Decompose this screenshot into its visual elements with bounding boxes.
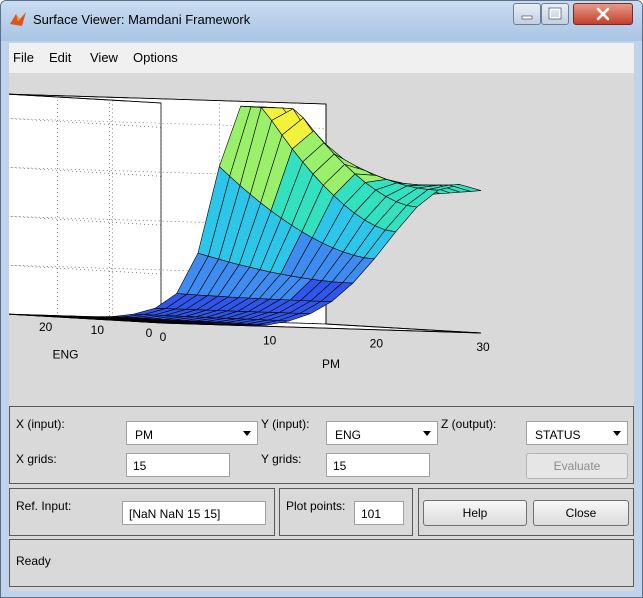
status-text: Ready xyxy=(16,554,51,568)
maximize-icon xyxy=(548,7,562,20)
x-axis-label: PM xyxy=(322,357,340,371)
left-wall xyxy=(9,93,162,324)
surface-plot-canvas: 1515.215.415.615.801020300102030PMENGSTA… xyxy=(9,93,490,371)
title-bar[interactable]: Surface Viewer: Mamdani Framework xyxy=(1,1,642,41)
z-output-value: STATUS xyxy=(535,428,581,442)
axis-edge xyxy=(160,322,482,334)
close-icon xyxy=(596,7,610,21)
minimize-icon xyxy=(521,15,533,20)
status-panel: Ready xyxy=(9,539,634,587)
plot-points-input[interactable]: 101 xyxy=(354,501,404,525)
matlab-icon xyxy=(10,12,26,26)
y-tick-label: 0 xyxy=(146,326,153,340)
maximize-button[interactable] xyxy=(541,3,569,25)
client-area: 1515.215.415.615.801020300102030PMENGSTA… xyxy=(9,73,634,591)
menu-file[interactable]: File xyxy=(13,50,34,65)
chevron-down-icon xyxy=(239,424,255,442)
menu-options[interactable]: Options xyxy=(133,50,178,65)
ref-input-label: Ref. Input: xyxy=(16,499,72,513)
x-grids-label: X grids: xyxy=(16,452,57,466)
menu-bar: File Edit View Options xyxy=(9,43,634,74)
z-gridline xyxy=(9,118,327,129)
z-output-select[interactable]: STATUS xyxy=(526,421,628,445)
axes-control-panel: X (input): PM Y (input): ENG Z (output):… xyxy=(9,406,634,484)
evaluate-button[interactable]: Evaluate xyxy=(526,453,628,479)
axis-edge xyxy=(9,93,162,104)
y-input-label: Y (input): xyxy=(261,417,310,431)
menu-view[interactable]: View xyxy=(90,50,118,65)
close-button[interactable]: Close xyxy=(533,500,629,526)
surface-patch xyxy=(449,184,482,192)
chevron-down-icon xyxy=(419,424,435,442)
action-panel: Help Close xyxy=(418,488,634,536)
y-axis-label: ENG xyxy=(52,348,78,362)
close-window-button[interactable] xyxy=(573,3,633,25)
axis-edge xyxy=(9,93,327,105)
y-grids-input[interactable]: 15 xyxy=(326,453,430,477)
y-grids-label: Y grids: xyxy=(261,452,302,466)
plot-points-label: Plot points: xyxy=(286,499,346,513)
y-input-value: ENG xyxy=(335,428,362,442)
x-tick-label: 0 xyxy=(160,330,167,344)
z-output-label: Z (output): xyxy=(441,417,497,431)
chevron-down-icon xyxy=(609,424,625,442)
x-tick-label: 30 xyxy=(476,340,490,354)
plot-points-panel: Plot points: 101 xyxy=(279,488,413,536)
y-tick-label: 10 xyxy=(91,323,105,337)
x-input-value: PM xyxy=(135,428,153,442)
ref-input-panel: Ref. Input: [NaN NaN 15 15] xyxy=(9,488,275,536)
x-tick-label: 20 xyxy=(370,337,384,351)
menu-edit[interactable]: Edit xyxy=(49,50,72,65)
axis-edge xyxy=(325,323,482,334)
ref-input-field[interactable]: [NaN NaN 15 15] xyxy=(122,501,266,525)
surface-plot[interactable]: 1515.215.415.615.801020300102030PMENGSTA… xyxy=(9,73,634,403)
window-title: Surface Viewer: Mamdani Framework xyxy=(33,12,251,27)
minimize-button[interactable] xyxy=(513,3,541,25)
x-input-label: X (input): xyxy=(16,417,65,431)
x-input-select[interactable]: PM xyxy=(126,421,258,445)
x-grids-input[interactable]: 15 xyxy=(126,453,230,477)
x-tick-label: 10 xyxy=(263,333,277,347)
y-tick-label: 20 xyxy=(39,320,53,334)
y-input-select[interactable]: ENG xyxy=(326,421,438,445)
help-button[interactable]: Help xyxy=(423,500,527,526)
